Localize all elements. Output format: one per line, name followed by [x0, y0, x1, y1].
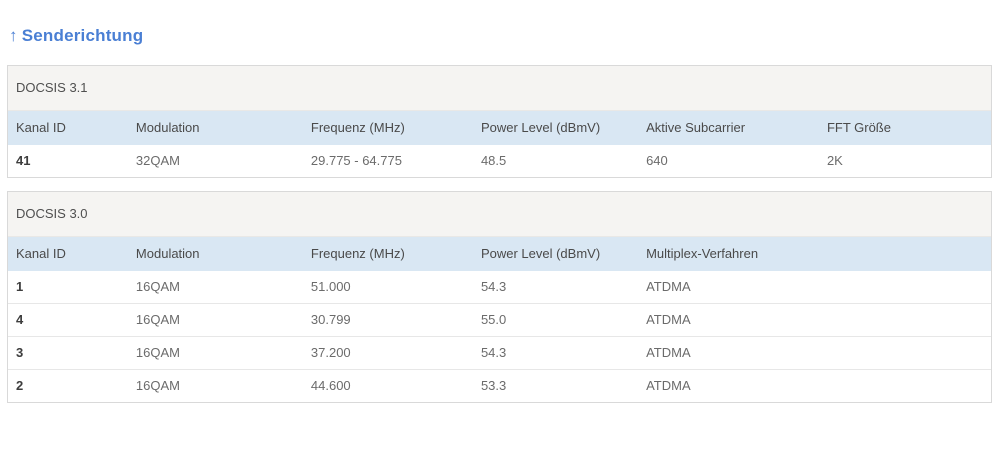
section-title: DOCSIS 3.0: [8, 192, 991, 237]
cell-value: 16QAM: [127, 369, 303, 402]
cell-kanal-id: 2: [8, 369, 128, 402]
cell-value: 54.3: [480, 279, 507, 294]
header-row: Kanal ID Modulation Frequenz (MHz) Power Le…: [8, 237, 991, 271]
cell-value: 54.3: [472, 336, 639, 370]
cell-value: 16QAM: [127, 336, 303, 370]
table-body: 41 32QAM 29.775 - 64.775 48.5 640 2K: [8, 145, 991, 177]
cell-value: 30.799: [302, 303, 473, 337]
docsis-31-panel: DOCSIS 3.1 Kanal ID Modulation Frequenz (M…: [7, 65, 992, 178]
page-title: ↑ Senderichtung: [9, 25, 992, 46]
column-header: Modulation: [127, 237, 303, 271]
cell-value: ATDMA: [638, 369, 991, 402]
table-row: 3 16QAM 37.200 54.3 ATDMA: [8, 336, 991, 370]
cell-value: 51.000: [310, 279, 351, 294]
cell-value: 2K: [826, 153, 843, 168]
header-row: Kanal ID Modulation Frequenz (MHz) Power Le…: [8, 111, 991, 145]
table-row: 2 16QAM 44.600 53.3 ATDMA: [8, 369, 991, 402]
docsis-30-panel: DOCSIS 3.0 Kanal ID Modulation Frequenz (M…: [7, 191, 992, 403]
table-header: Kanal ID Modulation Frequenz (MHz) Power Le…: [8, 111, 991, 145]
cell-kanal-id: 3: [8, 336, 128, 370]
column-header: Power Level (dBmV): [472, 111, 639, 145]
column-header: FFT Größe: [818, 111, 991, 145]
page-title-label: Senderichtung: [21, 26, 144, 45]
cell-kanal-id: 4: [8, 303, 128, 337]
up-arrow-icon: ↑: [9, 26, 18, 45]
table-row: 4 16QAM 30.799 55.0 ATDMA: [8, 303, 991, 337]
table-row: 41 32QAM 29.775 - 64.775 48.5 640 2K: [8, 145, 991, 177]
column-header: Modulation: [127, 111, 303, 145]
cell-value: 16QAM: [135, 279, 180, 294]
column-header: Multiplex-Verfahren: [638, 237, 991, 271]
cell-value: 44.600: [302, 369, 473, 402]
cell-value: 29.775 - 64.775: [310, 153, 402, 168]
cell-value: 37.200: [302, 336, 473, 370]
table-body: 1 16QAM 51.000 54.3 ATDMA 4 16QAM 30.799 55.0 ATD…: [8, 271, 991, 402]
cell-value: 55.0: [472, 303, 639, 337]
cell-value: 53.3: [472, 369, 639, 402]
upstream-status-page: ↑ Senderichtung DOCSIS 3.1 Kanal ID Modula…: [0, 25, 999, 453]
cell-kanal-id: 1: [16, 279, 24, 294]
section-title: DOCSIS 3.1: [8, 66, 991, 111]
table-row: 1 16QAM 51.000 54.3 ATDMA: [8, 271, 991, 304]
docsis-30-table: Kanal ID Modulation Frequenz (MHz) Power Le…: [8, 237, 991, 402]
column-header: Frequenz (MHz): [302, 237, 473, 271]
column-header: Power Level (dBmV): [472, 237, 639, 271]
column-header: Kanal ID: [8, 111, 128, 145]
cell-value: 32QAM: [135, 153, 180, 168]
cell-value: ATDMA: [638, 336, 991, 370]
cell-value: 48.5: [480, 153, 507, 168]
docsis-31-table: Kanal ID Modulation Frequenz (MHz) Power Le…: [8, 111, 991, 177]
cell-value: ATDMA: [638, 303, 991, 337]
column-header: Kanal ID: [8, 237, 128, 271]
cell-value: ATDMA: [646, 279, 691, 294]
column-header: Frequenz (MHz): [302, 111, 473, 145]
column-header: Aktive Subcarrier: [638, 111, 819, 145]
cell-value: 640: [646, 153, 668, 168]
table-header: Kanal ID Modulation Frequenz (MHz) Power Le…: [8, 237, 991, 271]
cell-kanal-id: 41: [16, 153, 31, 168]
cell-value: 16QAM: [127, 303, 303, 337]
